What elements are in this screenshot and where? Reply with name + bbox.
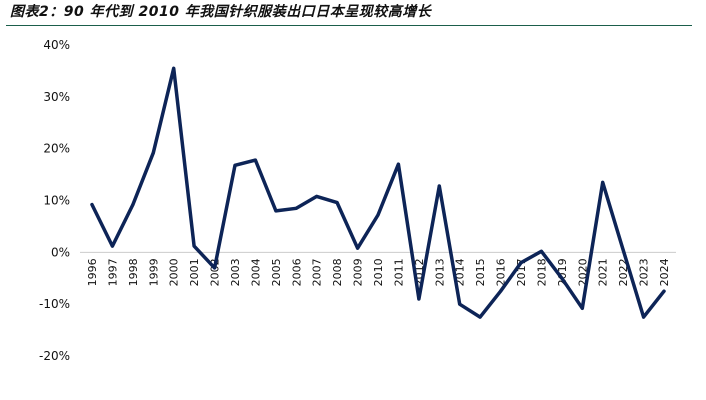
- data-point: [458, 302, 462, 306]
- data-point: [315, 194, 319, 198]
- x-tick-label: 2006: [290, 258, 303, 286]
- x-tick-label: 2021: [597, 258, 610, 286]
- x-tick-label: 2005: [270, 258, 283, 286]
- y-axis: 40% 30% 20% 10% 0% -10% -20%: [39, 38, 70, 363]
- x-tick-label: 2024: [658, 258, 671, 286]
- x-tick-label: 2007: [311, 258, 324, 286]
- chart-title: 图表2：90 年代到 2010 年我国针织服装出口日本呈现较高增长: [10, 4, 432, 20]
- data-point: [396, 162, 400, 166]
- data-point: [662, 289, 666, 293]
- x-tick-label: 2018: [535, 258, 548, 286]
- x-tick-label: 2009: [352, 258, 365, 286]
- data-point: [621, 248, 625, 252]
- data-point: [580, 306, 584, 310]
- x-tick-label: 2023: [638, 258, 651, 286]
- x-tick-label: 2001: [188, 258, 201, 286]
- y-tick-label: 30%: [43, 90, 70, 104]
- x-tick-label: 2008: [331, 258, 344, 286]
- data-point: [274, 209, 278, 213]
- x-tick-label: 2011: [392, 258, 405, 286]
- data-point: [151, 151, 155, 155]
- y-tick-label: 0%: [51, 245, 70, 259]
- y-tick-label: -10%: [39, 297, 70, 311]
- x-tick-label: 2015: [474, 258, 487, 286]
- data-point: [213, 266, 217, 270]
- data-point: [110, 244, 114, 248]
- data-point: [131, 203, 135, 207]
- data-point: [478, 315, 482, 319]
- data-point: [192, 244, 196, 248]
- y-tick-label: -20%: [39, 349, 70, 363]
- x-tick-label: 1997: [106, 258, 119, 286]
- data-point: [539, 249, 543, 253]
- data-points: [90, 66, 666, 319]
- x-tick-label: 2019: [556, 258, 569, 286]
- x-tick-label: 2013: [433, 258, 446, 286]
- y-tick-label: 10%: [43, 194, 70, 208]
- x-tick-label: 2010: [372, 258, 385, 286]
- x-axis: 1996 1997 1998 1999 2000 2001 2002 2003 2004 2005…: [86, 258, 671, 286]
- data-point: [499, 289, 503, 293]
- data-point: [172, 66, 176, 70]
- x-tick-label: 1996: [86, 258, 99, 286]
- data-point: [601, 180, 605, 184]
- data-point: [233, 163, 237, 167]
- data-point: [376, 213, 380, 217]
- data-point: [335, 201, 339, 205]
- data-point: [294, 206, 298, 210]
- x-tick-label: 2016: [495, 258, 508, 286]
- x-tick-label: 2003: [229, 258, 242, 286]
- data-point: [90, 203, 94, 207]
- data-point: [417, 297, 421, 301]
- data-point: [437, 184, 441, 188]
- x-tick-label: 2004: [249, 258, 262, 286]
- title-underline: [6, 25, 692, 26]
- y-tick-label: 40%: [43, 38, 70, 52]
- data-point: [519, 261, 523, 265]
- x-tick-label: 1998: [127, 258, 140, 286]
- data-point: [253, 158, 257, 162]
- x-tick-label: 1999: [147, 258, 160, 286]
- data-point: [356, 246, 360, 250]
- data-point: [560, 276, 564, 280]
- data-point: [642, 315, 646, 319]
- y-tick-label: 20%: [43, 142, 70, 156]
- x-tick-label: 2000: [168, 258, 181, 286]
